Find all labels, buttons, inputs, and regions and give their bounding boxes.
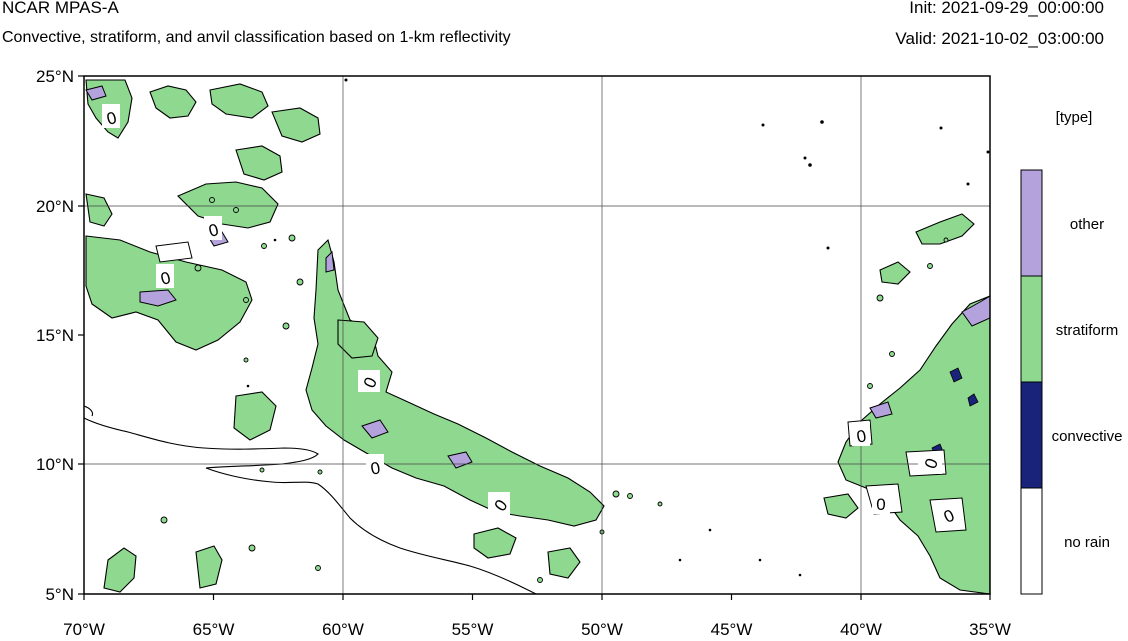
other-area xyxy=(85,85,107,101)
other-area xyxy=(139,289,177,307)
stratiform-area xyxy=(547,547,581,579)
contour-labels: 0 0 0 0 0 0 0 0 0 0 xyxy=(102,104,958,527)
coastline xyxy=(84,417,537,594)
legend-swatch-other xyxy=(1020,169,1043,277)
x-tick-label: 50°W xyxy=(581,620,623,639)
init-time: Init: 2021-09-29_00:00:00 xyxy=(909,0,1104,17)
scattered-cells xyxy=(160,197,949,583)
legend-label-convective: convective xyxy=(1052,428,1123,445)
convective-area xyxy=(949,367,963,383)
convective-area xyxy=(967,393,979,407)
stratiform-area xyxy=(823,493,859,519)
other-area xyxy=(869,401,893,419)
no-rain-hole xyxy=(155,241,193,263)
stratiform-area xyxy=(305,238,605,527)
coastline xyxy=(84,405,94,417)
stratiform-area xyxy=(473,527,517,559)
y-tick-label: 15°N xyxy=(36,326,74,345)
contour-label: 0 xyxy=(876,495,885,514)
x-tick-label: 60°W xyxy=(322,620,364,639)
x-tick-label: 45°W xyxy=(711,620,753,639)
valid-time: Valid: 2021-10-02_03:00:00 xyxy=(895,29,1104,48)
stratiform-area xyxy=(337,319,379,359)
legend-label-stratiform: stratiform xyxy=(1056,322,1119,339)
stratiform-area xyxy=(235,145,283,181)
legend-swatch-stratiform xyxy=(1020,275,1043,383)
stratiform-area xyxy=(85,193,113,227)
other-area xyxy=(361,419,389,439)
legend-label-other: other xyxy=(1070,216,1104,233)
y-tick-label: 25°N xyxy=(36,67,74,86)
y-tick-label: 10°N xyxy=(36,455,74,474)
stratiform-area xyxy=(195,545,223,589)
x-tick-label: 65°W xyxy=(193,620,235,639)
legend-label-no-rain: no rain xyxy=(1064,534,1110,551)
legend-title: [type] xyxy=(1056,109,1093,126)
contour-label: 0 xyxy=(369,458,382,478)
other-area xyxy=(325,250,335,273)
plot-description: Convective, stratiform, and anvil classi… xyxy=(2,29,511,46)
stratiform-area xyxy=(271,107,321,143)
x-tick-label: 40°W xyxy=(840,620,882,639)
model-title: NCAR MPAS-A xyxy=(2,0,119,17)
x-tick-label: 55°W xyxy=(452,620,494,639)
y-tick-label: 20°N xyxy=(36,197,74,216)
stratiform-area xyxy=(915,213,975,245)
axis-ticks xyxy=(78,75,991,600)
stratiform-area xyxy=(233,391,277,441)
y-tick-label: 5°N xyxy=(45,585,74,604)
contour-label: 0 xyxy=(855,426,868,446)
stratiform-area xyxy=(149,85,197,119)
x-tick-label: 70°W xyxy=(63,620,105,639)
precipitation-field xyxy=(85,78,990,594)
stratiform-area xyxy=(177,181,279,229)
grid-lines xyxy=(84,76,990,594)
legend: [type] other stratiform convective no ra… xyxy=(1020,109,1123,595)
scattered-dots xyxy=(246,78,990,577)
stratiform-area xyxy=(879,261,911,285)
legend-swatch-convective xyxy=(1020,381,1043,489)
stratiform-area xyxy=(103,547,137,593)
stratiform-area xyxy=(209,83,269,119)
legend-swatch-no-rain xyxy=(1020,487,1043,595)
other-area xyxy=(961,295,990,327)
x-tick-label: 35°W xyxy=(969,620,1011,639)
